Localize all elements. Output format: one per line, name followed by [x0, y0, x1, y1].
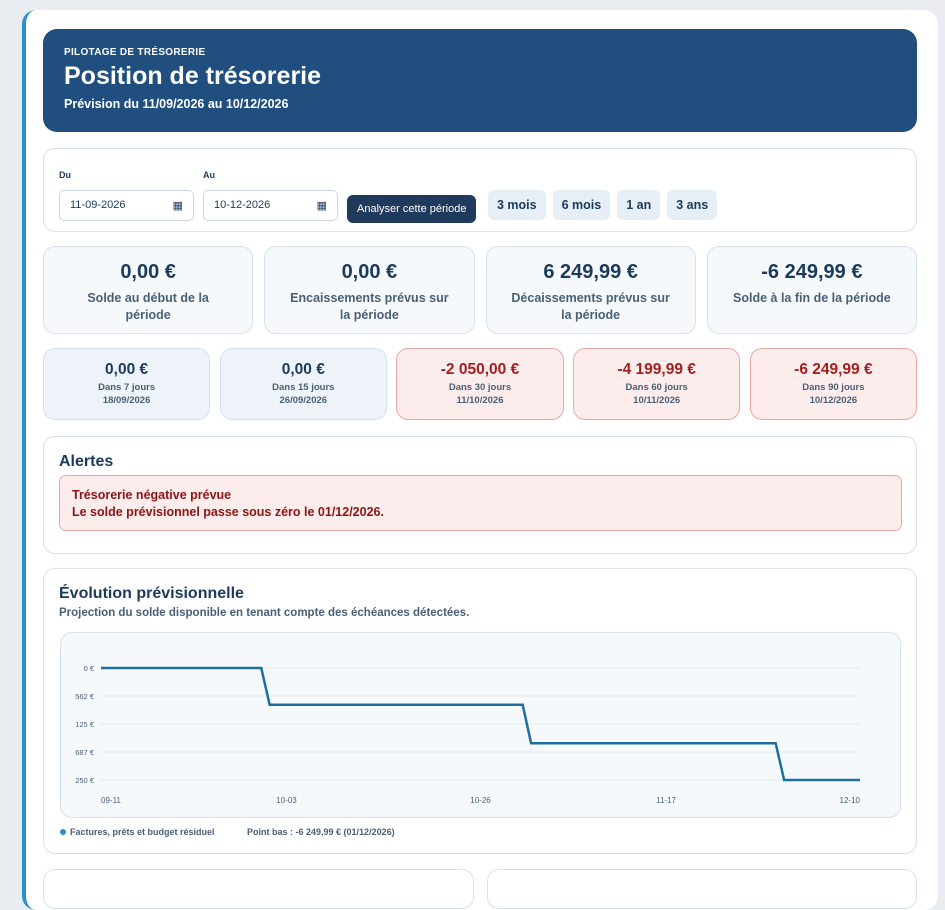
kpi-card: 6 249,99 € Décaissements prévus sur la pé…	[485, 246, 696, 334]
kpi-label: Solde au début de la période	[87, 291, 209, 322]
x-tick-label: 12-10	[840, 796, 861, 805]
horizon-value: 0,00 €	[281, 361, 325, 378]
horizon-card: -4 199,99 € Dans 60 jours 10/11/2026	[573, 348, 741, 420]
annotation: Point bas : -6 249,99 € (01/12/2026)	[247, 827, 395, 837]
horizon-label: Dans 30 jours	[448, 382, 512, 393]
x-tick-label: 10-26	[470, 796, 491, 805]
filters: Du 11-09-2026 ▦ Au 10-12-2026 ▦ Analyser c…	[43, 148, 917, 232]
alerts-title: Alertes	[59, 453, 114, 470]
horizon-label: Dans 15 jours	[272, 382, 335, 393]
y-tick-label: 250 €	[75, 776, 95, 785]
forecast-subtitle: Projection du solde disponible en tenant…	[59, 607, 470, 619]
preset-button[interactable]: 3 ans	[667, 190, 718, 220]
from-label: Du	[59, 170, 71, 180]
alert: Trésorerie négative prévue Le solde prév…	[59, 475, 902, 531]
page-subtitle: Prévision du 11/09/2026 au 10/12/2026	[64, 97, 289, 111]
kpi-label: Solde à la fin de la période	[733, 291, 891, 305]
kpi-value: -6 249,99 €	[761, 261, 863, 283]
y-tick-label: 125 €	[75, 720, 95, 729]
kpi-value: 0,00 €	[341, 261, 398, 283]
horizon-value: 0,00 €	[105, 361, 149, 378]
header: PILOTAGE DE TRÉSORERIE Position de tréso…	[43, 29, 917, 132]
horizon-card: -2 050,00 € Dans 30 jours 11/10/2026	[396, 348, 564, 420]
horizon-value: -6 249,99 €	[794, 361, 873, 378]
horizons: 0,00 € Dans 7 jours 18/09/2026 0,00 € Dans 1…	[43, 348, 917, 420]
preset-button[interactable]: 6 mois	[552, 190, 611, 220]
alert-message: Le solde prévisionnel passe sous zéro le…	[72, 505, 384, 519]
kpis: 0,00 € Solde au début de la période 0,00 €…	[43, 246, 917, 334]
y-tick-label: 0 €	[84, 664, 95, 673]
legend-dot	[60, 829, 66, 835]
horizon-value: -2 050,00 €	[440, 361, 520, 378]
preset-button[interactable]: 1 an	[617, 190, 661, 220]
kpi-card: 0,00 € Solde au début de la période	[43, 246, 254, 334]
analyze-button[interactable]: Analyser cette période	[347, 195, 477, 223]
horizon-label: Dans 90 jours	[802, 382, 865, 393]
kpi-value: 6 249,99 €	[543, 261, 638, 283]
kpi-label: Décaissements prévus sur la période	[511, 291, 670, 322]
horizon-card: 0,00 € Dans 15 jours 26/09/2026	[219, 348, 387, 420]
page-title: Position de trésorerie	[64, 62, 322, 90]
kpi-card: -6 249,99 € Solde à la fin de la période	[706, 246, 917, 334]
from-value: 11-09-2026	[70, 199, 126, 211]
horizon-date: 11/10/2026	[456, 395, 504, 406]
to-label: Au	[203, 170, 215, 180]
kpi-card: 0,00 € Encaissements prévus sur la périod…	[264, 246, 475, 334]
kpi-label: Encaissements prévus sur la période	[290, 291, 449, 322]
presets: 3 mois 6 mois 1 an 3 ans	[488, 190, 718, 220]
preset-button[interactable]: 3 mois	[488, 190, 546, 220]
horizon-card: -6 249,99 € Dans 90 jours 10/12/2026	[749, 348, 917, 420]
x-tick-label: 11-17	[656, 796, 676, 805]
horizon-label: Dans 60 jours	[625, 382, 688, 393]
horizon-date: 10/11/2026	[633, 395, 681, 406]
alerts: Alertes Trésorerie négative prévue Le so…	[43, 436, 917, 554]
page: PILOTAGE DE TRÉSORERIE Position de tréso…	[22, 10, 938, 910]
y-tick-label: 687 €	[75, 748, 95, 757]
next-card	[43, 869, 474, 909]
to-input[interactable]: 10-12-2026 ▦	[203, 190, 338, 221]
kpi-value: 0,00 €	[120, 261, 176, 283]
horizon-value: -4 199,99 €	[617, 361, 696, 378]
x-tick-label: 10-03	[276, 796, 297, 805]
chart-panel	[60, 632, 901, 818]
horizon-date: 26/09/2026	[279, 395, 328, 406]
y-tick-label: 562 €	[75, 692, 95, 701]
legend-label: Factures, prêts et budget résiduel	[70, 827, 215, 837]
horizon-date: 10/12/2026	[809, 395, 858, 406]
horizon-card: 0,00 € Dans 7 jours 18/09/2026	[43, 348, 211, 420]
forecast-title: Évolution prévisionnelle	[59, 585, 244, 602]
next-card	[487, 869, 917, 909]
from-input[interactable]: 11-09-2026 ▦	[59, 190, 194, 221]
series-line	[101, 666, 860, 782]
chart: Factures, prêts et budget résiduel Point…	[60, 664, 861, 837]
horizon-label: Dans 7 jours	[98, 382, 156, 393]
to-value: 10-12-2026	[214, 199, 271, 211]
horizon-date: 18/09/2026	[102, 395, 151, 406]
eyebrow: PILOTAGE DE TRÉSORERIE	[64, 47, 206, 58]
alert-title: Trésorerie négative prévue	[72, 488, 232, 502]
x-tick-label: 09-11	[101, 796, 121, 805]
